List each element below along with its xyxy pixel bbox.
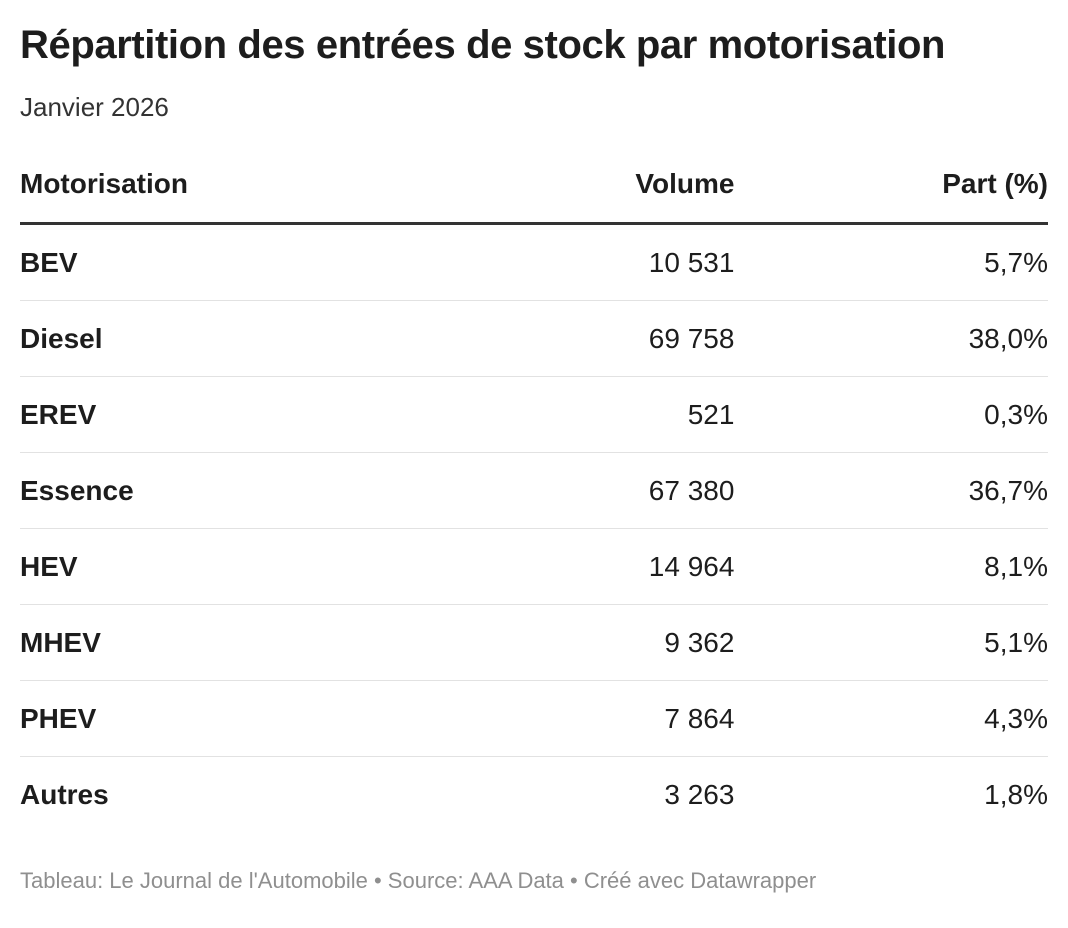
cell-motorisation: Essence (20, 452, 452, 529)
table-header: Motorisation Volume Part (%) (20, 168, 1048, 225)
page-title: Répartition des entrées de stock par mot… (20, 23, 946, 67)
table-row: PHEV 7 864 4,3% (20, 680, 1048, 757)
cell-volume: 521 (451, 376, 735, 453)
cell-motorisation: HEV (20, 528, 452, 605)
cell-part: 38,0% (734, 300, 1048, 377)
cell-volume: 10 531 (451, 223, 735, 301)
cell-volume: 9 362 (451, 604, 735, 681)
cell-volume: 7 864 (451, 680, 735, 757)
table-row: MHEV 9 362 5,1% (20, 604, 1048, 681)
cell-motorisation: Diesel (20, 300, 452, 377)
cell-volume: 69 758 (451, 300, 735, 377)
data-table: Motorisation Volume Part (%) BEV 10 531 5,… (20, 168, 1048, 832)
table-body: BEV 10 531 5,7% Diesel 69 758 38,0% EREV 521 0,3… (20, 223, 1048, 833)
cell-part: 0,3% (734, 376, 1048, 453)
cell-motorisation: PHEV (20, 680, 452, 757)
attribution-footer: Tableau: Le Journal de l'Automobile • So… (20, 868, 817, 893)
cell-motorisation: BEV (20, 223, 452, 301)
table-row: HEV 14 964 8,1% (20, 528, 1048, 605)
column-header-motorisation: Motorisation (20, 168, 452, 225)
table-header-row: Motorisation Volume Part (%) (20, 168, 1048, 225)
cell-motorisation: MHEV (20, 604, 452, 681)
cell-volume: 14 964 (451, 528, 735, 605)
cell-part: 4,3% (734, 680, 1048, 757)
table-row: Autres 3 263 1,8% (20, 757, 1048, 833)
page-subtitle: Janvier 2026 (20, 92, 169, 122)
cell-volume: 67 380 (451, 452, 735, 529)
cell-motorisation: EREV (20, 376, 452, 453)
table-row: BEV 10 531 5,7% (20, 223, 1048, 301)
cell-volume: 3 263 (664, 778, 735, 810)
cell-part: 1,8% (984, 778, 1048, 810)
cell-part: 36,7% (734, 452, 1048, 529)
column-header-volume: Volume (451, 168, 735, 225)
table-row: Diesel 69 758 38,0% (20, 300, 1048, 377)
table-row: Essence 67 380 36,7% (20, 452, 1048, 529)
cell-part: 5,1% (734, 604, 1048, 681)
cell-motorisation: Autres (20, 778, 109, 810)
cell-part: 5,7% (734, 223, 1048, 301)
cell-part: 8,1% (734, 528, 1048, 605)
column-header-part: Part (%) (734, 168, 1048, 225)
table-row: EREV 521 0,3% (20, 376, 1048, 453)
